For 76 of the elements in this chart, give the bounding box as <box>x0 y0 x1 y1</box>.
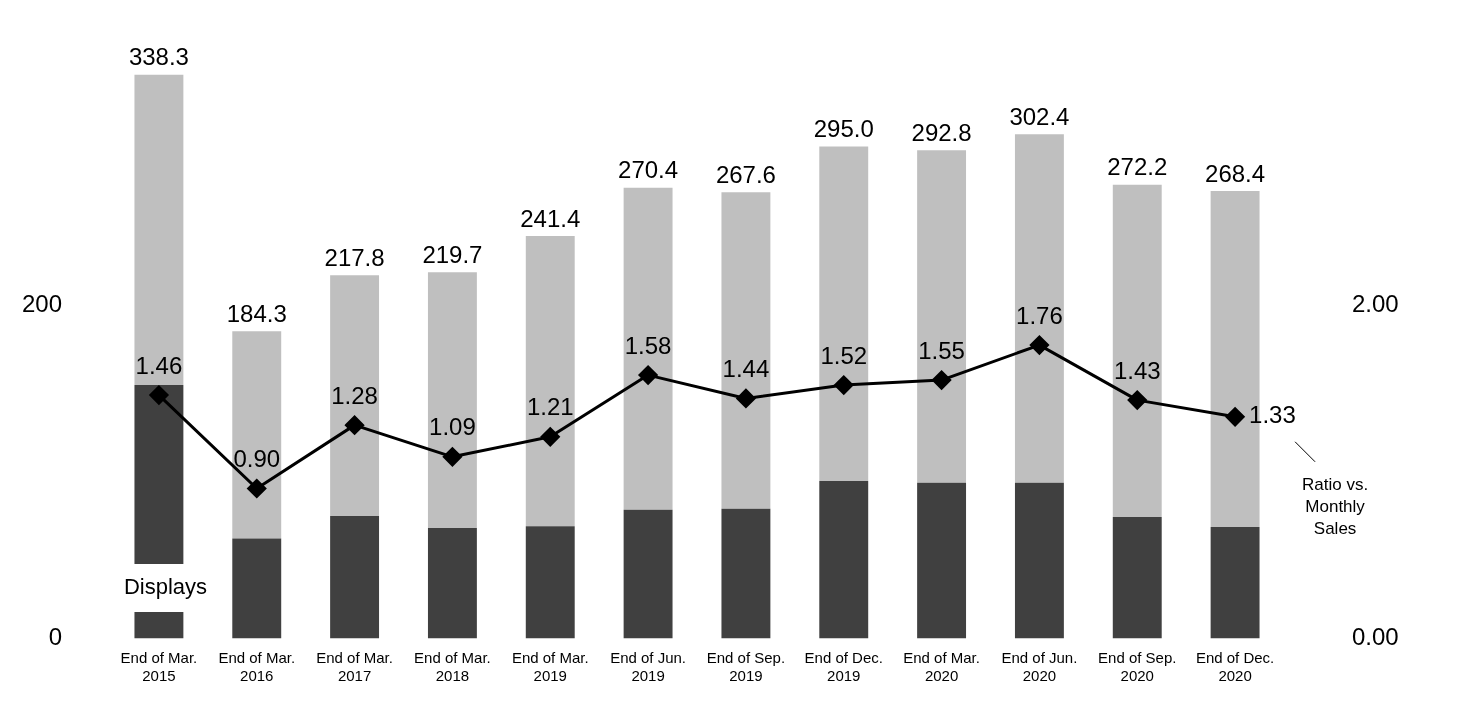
point <box>345 415 365 435</box>
data-label: 1.46 <box>135 351 183 379</box>
bar <box>623 187 673 510</box>
data-label: 1.58 <box>624 331 672 359</box>
bar <box>525 526 575 639</box>
total-label: 292.8 <box>911 118 972 146</box>
total-label: 219.7 <box>422 240 483 268</box>
data-label: 1.52 <box>820 341 868 369</box>
total-label: 302.4 <box>1009 102 1070 130</box>
bar <box>721 508 771 639</box>
data-label: 1.76 <box>1016 301 1063 329</box>
bar <box>917 482 967 639</box>
point <box>442 447 462 467</box>
bar <box>1112 517 1162 639</box>
y-tick-label: 0 <box>48 623 62 651</box>
data-label: 1.44 <box>722 355 770 383</box>
point <box>540 427 560 447</box>
bar <box>917 150 967 483</box>
point <box>736 388 756 408</box>
bar <box>330 275 380 517</box>
bar <box>1112 184 1162 518</box>
bar <box>525 236 575 527</box>
bar <box>819 146 869 481</box>
x-tick-label: End of Mar. 2018 <box>414 648 491 684</box>
total-label: 272.2 <box>1107 153 1168 181</box>
data-label: 1.33 <box>1249 401 1296 429</box>
bar <box>427 528 477 639</box>
point <box>638 365 658 385</box>
total-label: 270.4 <box>618 156 679 184</box>
total-label: 267.6 <box>715 160 776 188</box>
x-tick-label: End of Sep. 2019 <box>706 648 786 684</box>
data-label: 1.09 <box>429 413 476 441</box>
bar <box>427 272 477 529</box>
y2-tick-label: 2.00 <box>1352 289 1399 317</box>
point <box>834 375 854 395</box>
data-label: 1.21 <box>526 393 574 421</box>
bar <box>1210 527 1260 639</box>
bar <box>721 192 771 509</box>
series-label: Displays <box>123 573 208 599</box>
total-label: 217.8 <box>324 243 385 271</box>
x-tick-label: End of Jun. 2019 <box>610 648 687 684</box>
x-tick-label: End of Sep. 2020 <box>1098 648 1177 684</box>
point <box>149 385 169 405</box>
point <box>1225 407 1245 427</box>
point <box>247 479 267 498</box>
x-tick-label: End of Dec. 2019 <box>804 648 883 684</box>
data-label: 1.55 <box>918 336 965 364</box>
bar <box>1014 134 1064 483</box>
data-label: 0.90 <box>233 445 281 473</box>
x-tick-label: End of Mar. 2015 <box>120 648 198 684</box>
total-label: 295.0 <box>813 115 874 143</box>
y-tick-label: 200 <box>21 289 62 317</box>
bar <box>623 509 673 639</box>
point <box>932 370 952 390</box>
data-label: 1.43 <box>1113 356 1161 384</box>
bar <box>330 516 380 639</box>
bar <box>232 331 282 539</box>
x-tick-label: End of Dec. 2020 <box>1195 648 1275 684</box>
total-label: 241.4 <box>520 204 581 232</box>
bar <box>134 74 184 386</box>
x-tick-label: End of Mar. 2017 <box>316 648 393 684</box>
point <box>1127 390 1147 410</box>
total-label: 184.3 <box>226 299 287 327</box>
bar <box>1014 482 1064 639</box>
data-label: 1.28 <box>331 381 378 409</box>
bar <box>819 481 869 639</box>
point <box>1029 335 1049 355</box>
total-label: 268.4 <box>1205 159 1266 187</box>
x-tick-label: End of Mar. 2020 <box>903 648 980 684</box>
legend-label: Ratio vs. Monthly Sales <box>1302 474 1369 538</box>
total-label: 338.3 <box>128 43 189 71</box>
bar <box>232 538 282 639</box>
x-tick-label: End of Mar. 2019 <box>511 648 589 684</box>
x-tick-label: End of Jun. 2020 <box>1001 648 1078 684</box>
x-tick-label: End of Mar. 2016 <box>218 648 296 684</box>
y2-tick-label: 0.00 <box>1352 623 1399 651</box>
